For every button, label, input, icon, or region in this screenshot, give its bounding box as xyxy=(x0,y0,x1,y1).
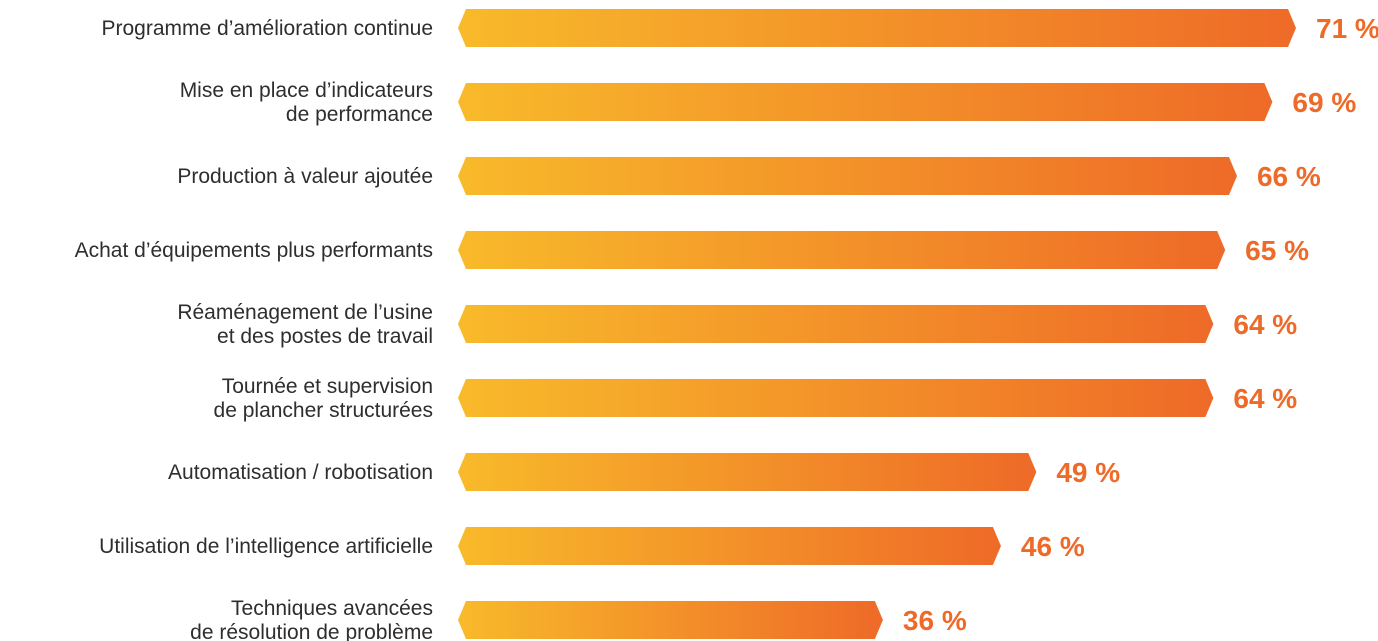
value-label: 36 % xyxy=(903,605,967,636)
bar xyxy=(458,157,1237,195)
category-label-line: Réaménagement de l’usine xyxy=(177,301,433,324)
bar xyxy=(458,527,1001,565)
value-label: 69 % xyxy=(1292,87,1356,118)
category-label-line: et des postes de travail xyxy=(217,325,433,348)
value-label: 65 % xyxy=(1245,235,1309,266)
bar xyxy=(458,601,883,639)
bar xyxy=(458,231,1226,269)
bar xyxy=(458,453,1037,491)
category-label-line: Achat d’équipements plus performants xyxy=(75,239,433,262)
category-label: Programme d’amélioration continue xyxy=(102,17,434,40)
category-label-line: Techniques avancées xyxy=(231,597,433,620)
category-label-line: Automatisation / robotisation xyxy=(168,461,433,484)
category-label: Automatisation / robotisation xyxy=(168,461,433,484)
bars xyxy=(458,9,1296,639)
category-label: Achat d’équipements plus performants xyxy=(75,239,433,262)
category-label-line: de plancher structurées xyxy=(214,399,433,422)
value-label: 66 % xyxy=(1257,161,1321,192)
value-label: 71 % xyxy=(1316,13,1378,44)
category-label: Réaménagement de l’usine et des postes de… xyxy=(177,301,433,348)
bar xyxy=(458,9,1296,47)
category-label: Techniques avancées de résolution de prob… xyxy=(190,597,433,641)
bar xyxy=(458,83,1273,121)
category-label-line: Mise en place d’indicateurs xyxy=(180,79,433,102)
category-label-line: Programme d’amélioration continue xyxy=(102,17,434,40)
value-label: 64 % xyxy=(1233,383,1297,414)
category-label-line: Tournée et supervision xyxy=(222,375,433,398)
category-label: Production à valeur ajoutée xyxy=(177,165,433,188)
value-labels: 71 % 69 % 66 % 65 % 64 % 64 % 49 % 46 % 36 % xyxy=(903,13,1378,636)
value-label: 49 % xyxy=(1056,457,1120,488)
category-label-line: Production à valeur ajoutée xyxy=(177,165,433,188)
category-label: Utilisation de l’intelligence artificiel… xyxy=(99,535,433,558)
category-label-line: de résolution de problème xyxy=(190,621,433,641)
value-label: 64 % xyxy=(1233,309,1297,340)
bar xyxy=(458,379,1214,417)
category-label: Tournée et supervision de plancher struct… xyxy=(214,375,433,422)
category-labels: Programme d’amélioration continue Mise en… xyxy=(75,17,433,641)
category-label: Mise en place d’indicateurs de performanc… xyxy=(180,79,433,126)
bar xyxy=(458,305,1214,343)
category-label-line: Utilisation de l’intelligence artificiel… xyxy=(99,535,433,558)
value-label: 46 % xyxy=(1021,531,1085,562)
category-label-line: de performance xyxy=(286,103,433,126)
